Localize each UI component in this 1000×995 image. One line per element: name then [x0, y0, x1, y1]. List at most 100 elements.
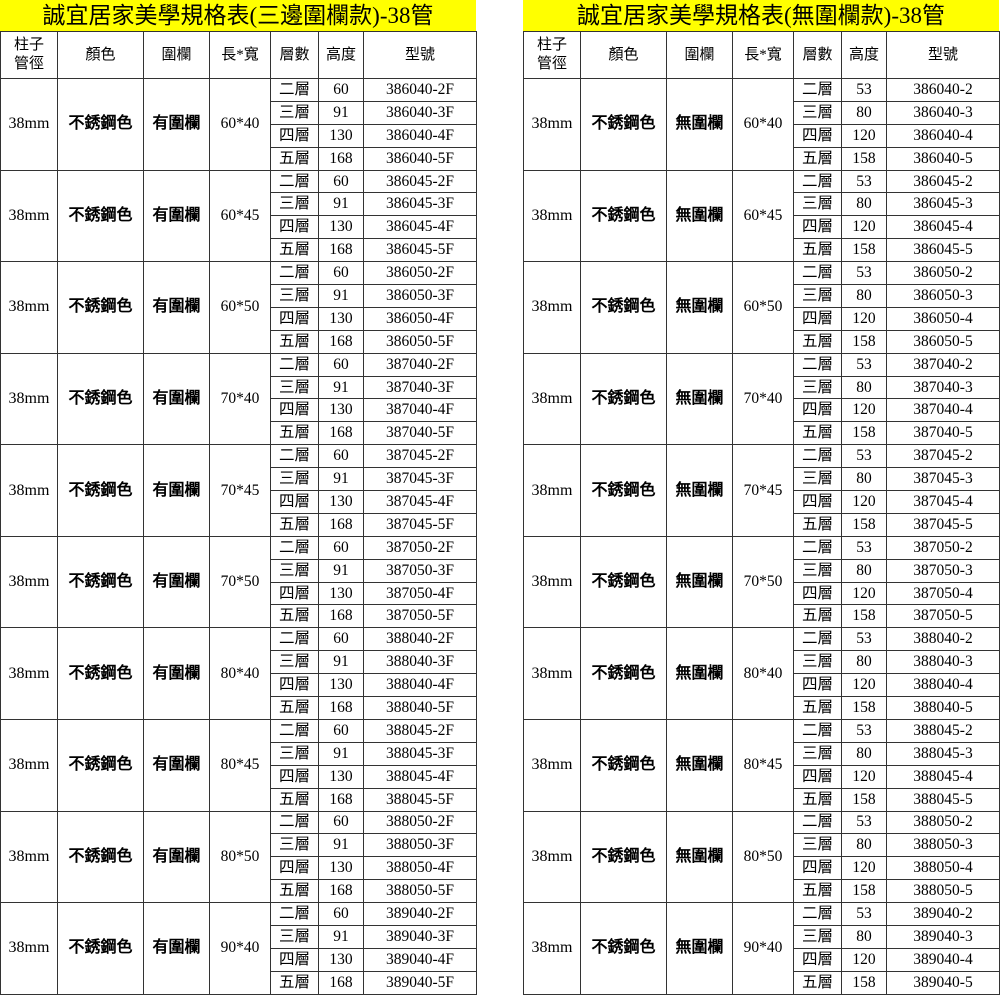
- model-cell: 386040-4F: [363, 123, 477, 148]
- height-cell: 168: [318, 238, 364, 263]
- model-cell: 388045-5: [886, 787, 1000, 812]
- diameter-cell: 38mm: [0, 352, 58, 446]
- fence-cell: 有圍欄: [143, 810, 210, 904]
- table-row: 三層 80 388040-3: [524, 650, 1000, 675]
- height-cell: 158: [841, 329, 887, 354]
- levels-cell: 五層: [270, 512, 319, 537]
- table-row: 38mm 不銹鋼色 有圍欄 70*40 二層 60 387040-2F: [0, 352, 477, 446]
- table-row: 四層 120 388050-4: [524, 856, 1000, 881]
- model-cell: 387040-2: [886, 352, 1000, 377]
- model-cell: 388050-3F: [363, 833, 477, 858]
- header-color: 顏色: [580, 31, 667, 79]
- model-cell: 387045-3F: [363, 467, 477, 492]
- diameter-cell: 38mm: [0, 810, 58, 904]
- levels-cell: 四層: [793, 123, 842, 148]
- table-row: 五層 168 387045-5F: [1, 512, 477, 537]
- size-cell: 60*40: [209, 78, 271, 171]
- table-row: 五層 168 388045-5F: [1, 787, 477, 812]
- model-cell: 386045-4: [886, 215, 1000, 240]
- table-row: 38mm 不銹鋼色 有圍欄 60*40 二層 60 386040-2F: [0, 78, 477, 171]
- table-row: 五層 158 387040-5: [524, 421, 1000, 446]
- color-cell: 不銹鋼色: [57, 627, 144, 720]
- header-levels: 層數: [270, 31, 319, 79]
- model-cell: 386040-3: [886, 100, 1000, 125]
- levels-cell: 三層: [270, 284, 319, 308]
- height-cell: 120: [841, 398, 887, 423]
- levels-cell: 五層: [270, 421, 319, 446]
- model-cell: 389040-5: [886, 970, 1000, 995]
- levels-cell: 五層: [793, 238, 842, 263]
- height-cell: 53: [841, 352, 887, 377]
- height-cell: 130: [318, 306, 364, 331]
- model-cell: 389040-2F: [363, 902, 477, 926]
- levels-cell: 三層: [270, 741, 319, 766]
- table-row: 38mm 不銹鋼色 有圍欄 60*50 二層 60 386050-2F: [0, 261, 477, 354]
- spec-table-with-fence: 誠宜居家美學規格表(三邊圍欄款)-38管 柱子 管徑 顏色 圍欄 長*寬 層數 高度 型號 38…: [0, 0, 477, 995]
- model-cell: 386040-5F: [363, 146, 477, 171]
- color-cell: 不銹鋼色: [57, 810, 144, 904]
- levels-cell: 四層: [270, 856, 319, 881]
- levels-cell: 二層: [270, 627, 319, 652]
- height-cell: 60: [318, 352, 364, 377]
- height-cell: 130: [318, 215, 364, 240]
- height-cell: 120: [841, 215, 887, 240]
- diameter-cell: 38mm: [0, 627, 58, 720]
- model-cell: 387050-2F: [363, 535, 477, 560]
- table-row: 38mm 不銹鋼色 有圍欄 90*40 二層 60 389040-2F: [0, 902, 477, 995]
- fence-cell: 有圍欄: [143, 261, 210, 354]
- fence-cell: 有圍欄: [143, 535, 210, 629]
- height-cell: 158: [841, 512, 887, 537]
- header-height: 高度: [318, 31, 364, 79]
- levels-cell: 三層: [270, 100, 319, 125]
- table-row: 五層 158 388045-5: [524, 787, 1000, 812]
- table-row: 四層 130 388040-4F: [1, 673, 477, 698]
- table-row: 38mm 不銹鋼色 有圍欄 70*45 二層 60 387045-2F: [0, 444, 477, 537]
- table-row: 38mm 不銹鋼色 無圍欄 60*40 二層 53 386040-2: [523, 78, 1000, 171]
- model-cell: 388040-3F: [363, 650, 477, 675]
- header-height: 高度: [841, 31, 887, 79]
- table-title: 誠宜居家美學規格表(三邊圍欄款)-38管: [0, 0, 476, 31]
- diameter-cell: 38mm: [0, 535, 58, 629]
- table-row: 四層 130 389040-4F: [1, 947, 477, 972]
- model-cell: 388040-2: [886, 627, 1000, 652]
- fence-cell: 有圍欄: [143, 352, 210, 446]
- diameter-cell: 38mm: [523, 444, 581, 537]
- fence-cell: 無圍欄: [666, 169, 733, 263]
- height-cell: 91: [318, 284, 364, 308]
- levels-cell: 四層: [793, 398, 842, 423]
- fence-cell: 有圍欄: [143, 78, 210, 171]
- height-cell: 53: [841, 902, 887, 926]
- model-cell: 387045-5: [886, 512, 1000, 537]
- table-row: 三層 80 386050-3: [524, 284, 1000, 308]
- model-cell: 388045-5F: [363, 787, 477, 812]
- model-cell: 389040-5F: [363, 970, 477, 995]
- color-cell: 不銹鋼色: [57, 902, 144, 995]
- height-cell: 158: [841, 879, 887, 904]
- height-cell: 80: [841, 192, 887, 217]
- height-cell: 120: [841, 673, 887, 698]
- model-cell: 386050-4: [886, 306, 1000, 331]
- height-cell: 53: [841, 718, 887, 743]
- table-row: 四層 130 386050-4F: [1, 306, 477, 331]
- model-cell: 387050-3F: [363, 558, 477, 583]
- levels-cell: 二層: [270, 169, 319, 194]
- levels-cell: 四層: [793, 947, 842, 972]
- model-cell: 387040-3F: [363, 375, 477, 400]
- height-cell: 60: [318, 78, 364, 102]
- table-row: 三層 80 388050-3: [524, 833, 1000, 858]
- table-row: 五層 168 386050-5F: [1, 329, 477, 354]
- height-cell: 158: [841, 238, 887, 263]
- levels-cell: 四層: [270, 398, 319, 423]
- size-cell: 80*40: [209, 627, 271, 720]
- diameter-cell: 38mm: [523, 535, 581, 629]
- levels-cell: 四層: [793, 490, 842, 514]
- model-cell: 388040-5F: [363, 696, 477, 720]
- height-cell: 80: [841, 741, 887, 766]
- table-row: 38mm 不銹鋼色 有圍欄 80*50 二層 60 388050-2F: [0, 810, 477, 904]
- model-cell: 388045-4F: [363, 764, 477, 789]
- height-cell: 91: [318, 924, 364, 949]
- levels-cell: 二層: [793, 352, 842, 377]
- height-cell: 91: [318, 467, 364, 492]
- table-row: 三層 91 386050-3F: [1, 284, 477, 308]
- table-row: 38mm 不銹鋼色 無圍欄 70*40 二層 53 387040-2: [523, 352, 1000, 446]
